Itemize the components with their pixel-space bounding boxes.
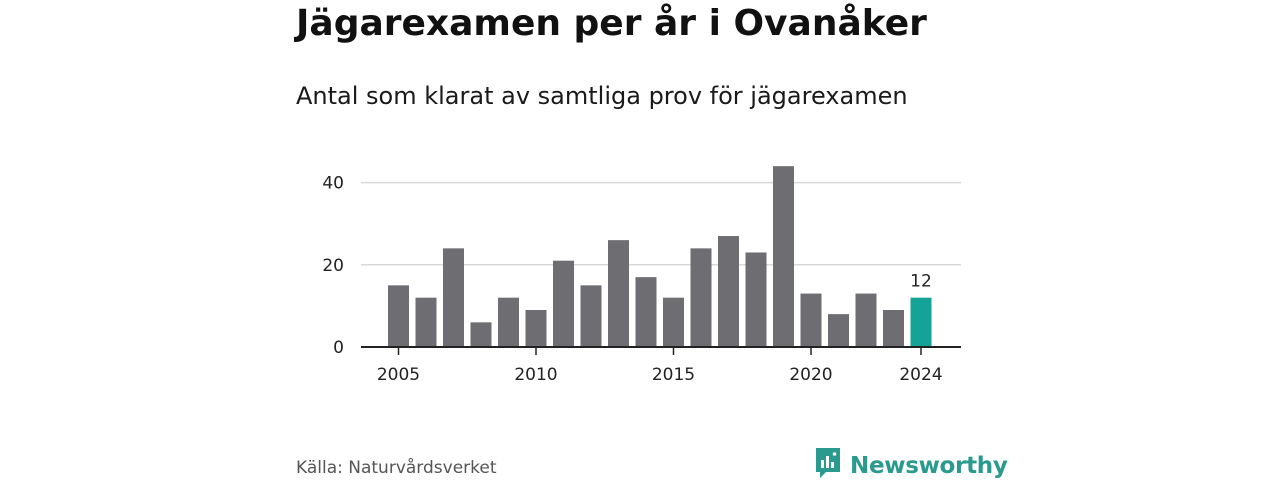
bar — [415, 297, 437, 347]
bar — [690, 248, 712, 347]
x-tick-label: 2010 — [514, 365, 557, 385]
bar — [608, 240, 629, 347]
y-tick-label: 0 — [333, 338, 344, 358]
x-tick-label: 2020 — [789, 365, 832, 385]
x-tick-label: 2015 — [652, 365, 695, 385]
source-note: Källa: Naturvårdsverket — [296, 458, 497, 478]
bar — [718, 236, 739, 347]
bar — [773, 166, 794, 347]
bar — [525, 310, 547, 347]
x-tick-label: 2005 — [377, 365, 420, 385]
newsworthy-logo-icon — [814, 446, 842, 485]
bar — [470, 322, 492, 347]
chart-subtitle: Antal som klarat av samtliga prov för jä… — [296, 82, 908, 110]
bar — [883, 310, 904, 347]
bar — [388, 285, 409, 347]
bar — [443, 248, 464, 347]
bar — [745, 252, 767, 347]
bar — [580, 285, 602, 347]
y-tick-label: 40 — [322, 174, 344, 194]
y-tick-label: 20 — [322, 256, 344, 276]
bar — [855, 293, 877, 347]
bar — [635, 277, 657, 347]
chart-title: Jägarexamen per år i Ovanåker — [296, 3, 927, 44]
bar — [800, 293, 822, 347]
bar — [498, 297, 519, 347]
brand-name: Newsworthy — [850, 452, 1008, 479]
x-tick-label: 2024 — [899, 365, 942, 385]
bar — [553, 260, 574, 347]
bar — [663, 297, 684, 347]
bar — [910, 297, 932, 347]
brand-logo[interactable]: Newsworthy — [814, 446, 1008, 485]
data-label: 12 — [910, 272, 932, 292]
bar — [828, 314, 849, 347]
